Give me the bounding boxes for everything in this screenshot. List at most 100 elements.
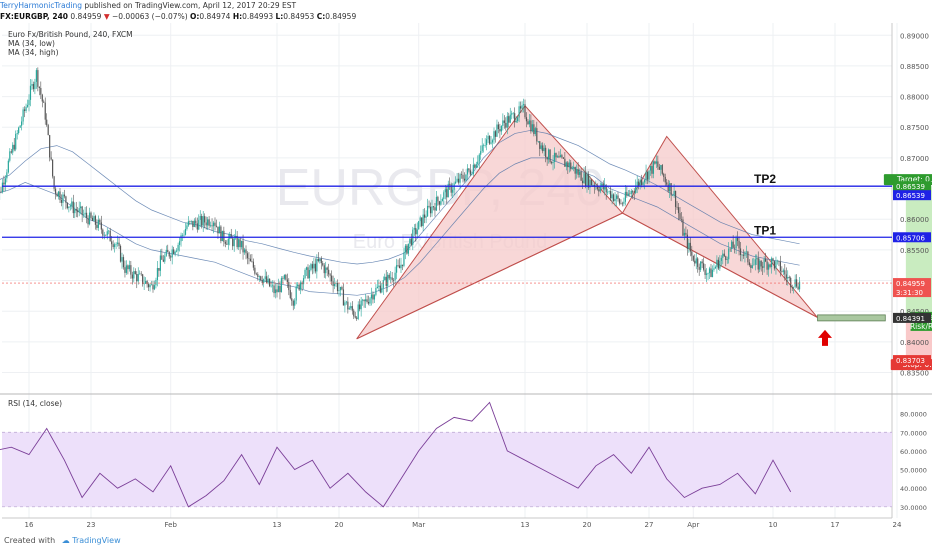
- candle-body: [292, 300, 294, 306]
- candle-body: [317, 258, 319, 262]
- candle-body: [494, 131, 497, 137]
- candle-body: [487, 135, 489, 140]
- chart-area[interactable]: EURGBP, 240 Euro Fx/British Pound TP2TP1…: [0, 23, 932, 532]
- candle-body: [452, 189, 454, 193]
- candle-body: [280, 278, 283, 293]
- position-tool[interactable]: [905, 186, 932, 361]
- candle-body: [38, 86, 40, 88]
- candle-body: [217, 226, 219, 234]
- candle-body: [468, 168, 470, 171]
- low-label: L:: [275, 12, 284, 21]
- candle-body: [422, 214, 424, 227]
- candle-body: [407, 243, 409, 254]
- candle-body: [65, 196, 67, 203]
- candle-body: [788, 277, 790, 278]
- candle-body: [571, 168, 573, 170]
- candle-body: [41, 94, 43, 102]
- candle-body: [385, 276, 387, 286]
- rsi-title: RSI (14, close): [8, 399, 62, 408]
- price-tick-label: 0.84500: [900, 308, 929, 316]
- time-axis[interactable]: 1623Feb1320Mar132027Apr101724May8152229: [25, 521, 932, 529]
- entry-zone[interactable]: [817, 314, 886, 322]
- candle-body: [243, 249, 246, 253]
- tradingview-brand[interactable]: TradingView: [72, 536, 121, 545]
- candle-body: [770, 258, 773, 267]
- candle-body: [415, 228, 417, 235]
- candle-body: [18, 127, 20, 134]
- candle-body: [509, 114, 511, 123]
- candle-body: [776, 260, 779, 262]
- candle-body: [180, 235, 182, 242]
- candle-body: [756, 258, 758, 260]
- price-tick-label: 0.89000: [900, 32, 929, 40]
- rsi-tick-label: 60.0000: [900, 448, 927, 456]
- candle-body: [652, 161, 655, 174]
- candle-body: [373, 294, 376, 300]
- rsi-line: [0, 401, 792, 508]
- candle-body: [722, 253, 724, 258]
- candle-body: [438, 201, 440, 205]
- candle-body: [410, 238, 412, 245]
- candle-body: [667, 184, 669, 192]
- tradingview-logo-icon[interactable]: ☁: [61, 536, 70, 545]
- candle-body: [475, 164, 477, 168]
- candle-body: [404, 245, 407, 253]
- candle-body: [66, 202, 68, 208]
- candle-body: [85, 212, 88, 218]
- candle-body: [627, 193, 629, 196]
- candle-body: [173, 249, 175, 254]
- rsi-band: [2, 432, 892, 507]
- candle-body: [47, 125, 49, 136]
- price-tag: 3:31:30: [896, 289, 923, 297]
- candle-body: [618, 198, 621, 204]
- candle-body: [307, 267, 309, 279]
- candle-body: [103, 234, 105, 236]
- price-tag: 0.83703: [896, 357, 925, 365]
- rsi-tick-label: 30.0000: [900, 504, 927, 512]
- candle-body: [611, 194, 613, 199]
- candle-body: [367, 301, 370, 304]
- candle-body: [57, 191, 60, 197]
- candle-body: [143, 283, 145, 285]
- candle-body: [738, 240, 740, 249]
- candle-body: [140, 273, 142, 275]
- candle-body: [762, 266, 764, 268]
- candle-body: [481, 145, 483, 152]
- candle-body: [466, 168, 469, 175]
- candle-body: [294, 300, 296, 306]
- candle-body: [199, 216, 201, 220]
- candle-body: [251, 261, 253, 262]
- candle-body: [332, 281, 334, 286]
- candle-body: [356, 317, 358, 319]
- candle-body: [444, 189, 446, 193]
- candle-body: [13, 144, 15, 150]
- horizontal-lines[interactable]: TP2 TP1: [2, 172, 892, 284]
- candle-body: [465, 174, 467, 181]
- candle-body: [270, 285, 272, 287]
- candle-body: [212, 222, 215, 227]
- candle-body: [536, 128, 538, 142]
- candle-body: [419, 217, 421, 222]
- rsi-tick-label: 70.0000: [900, 429, 927, 437]
- price-tag-bg: [893, 287, 931, 298]
- candle-body: [521, 105, 523, 109]
- candle-body: [713, 268, 715, 270]
- rsi-axis[interactable]: 80.0000 70.0000 60.0000 50.0000 40.0000 30.00…: [900, 411, 927, 512]
- candle-body: [12, 144, 14, 153]
- candle-body: [121, 257, 123, 262]
- up-arrow-icon: [818, 329, 832, 346]
- candle-body: [775, 261, 777, 269]
- candle-body: [46, 119, 48, 126]
- candle-body: [592, 184, 594, 186]
- candle-body: [360, 300, 362, 310]
- candle-body: [781, 271, 783, 272]
- author-link[interactable]: TerryHarmonicTrading: [0, 1, 82, 10]
- candle-body: [286, 279, 288, 283]
- candle-body: [689, 242, 691, 252]
- price-tag-bg: [893, 312, 931, 323]
- candle-body: [469, 170, 471, 175]
- candle-body: [605, 185, 607, 193]
- open-value: 0.84974: [199, 12, 231, 21]
- candle-body: [283, 274, 285, 279]
- candle-body: [505, 122, 507, 128]
